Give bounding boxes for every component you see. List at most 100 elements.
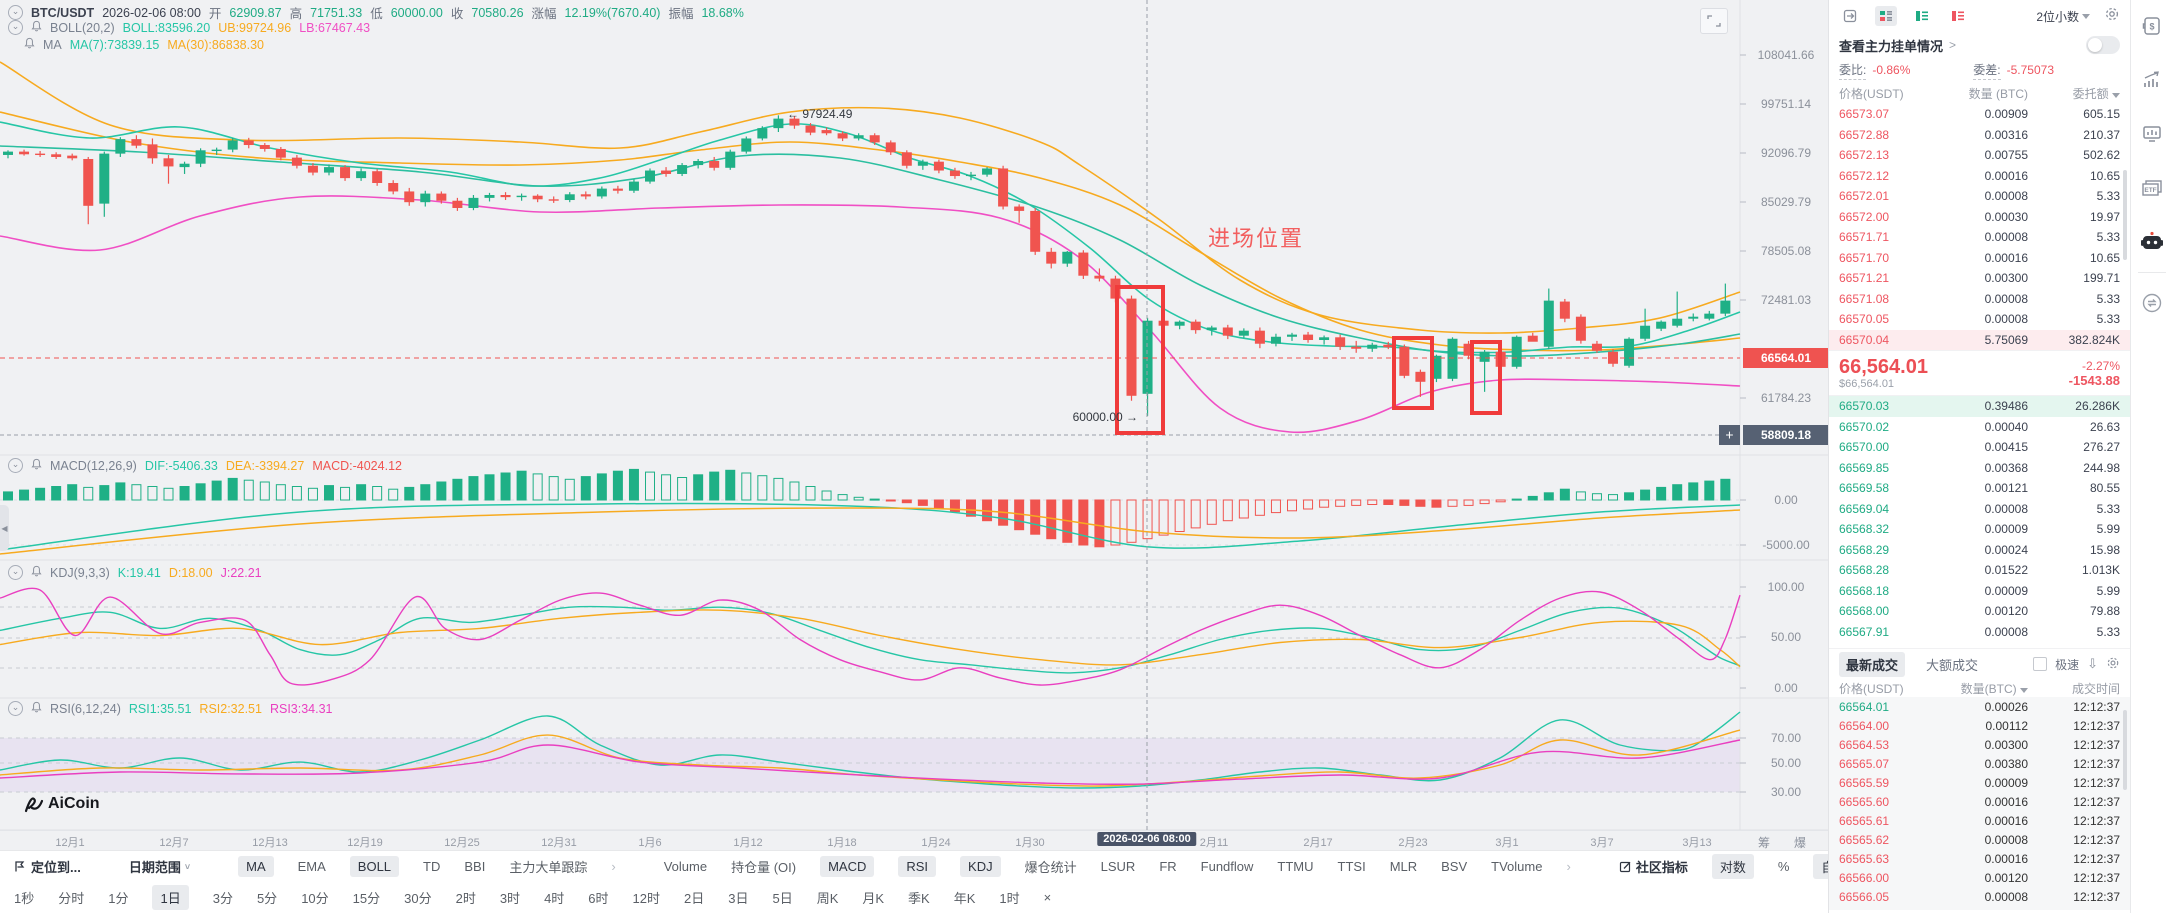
collapse-left-icon[interactable]: ◀ (0, 505, 9, 551)
alert-bell-icon[interactable] (31, 701, 42, 716)
indicator-kdj[interactable]: KDJ (960, 856, 1001, 877)
timeframe-×[interactable]: × (1043, 890, 1052, 905)
ask-row[interactable]: 66572.13 0.00755 502.62 (1839, 148, 2120, 163)
timeframe-1时[interactable]: 1时 (999, 891, 1020, 906)
log-scale-button[interactable]: 对数 (1711, 854, 1754, 879)
trade-row[interactable]: 66565.62 0.00008 12:12:37 (1839, 832, 2120, 847)
trade-filter-icon[interactable]: ⇩ (2087, 656, 2098, 671)
asks-scrollbar[interactable] (2123, 170, 2127, 260)
indicator-rsi[interactable]: RSI (898, 856, 937, 877)
timeframe-2时[interactable]: 2时 (455, 891, 476, 906)
bid-row[interactable]: 66568.00 0.00120 79.88 (1839, 604, 2120, 619)
axis-tool-button[interactable]: 爆 (1794, 836, 1807, 850)
collapse-chevron-icon[interactable]: ⌄ (8, 458, 23, 473)
indicator-bsv[interactable]: BSV (1441, 859, 1468, 874)
gear-icon[interactable] (2104, 6, 2120, 26)
kline-chart[interactable]: ← 97924.49 60000.00 → 进场位置 108041.66 99751.1… (0, 0, 1828, 830)
community-indicators-button[interactable]: 社区指标 (1619, 857, 1688, 876)
bid-row[interactable]: 66568.29 0.00024 15.98 (1839, 542, 2120, 557)
col-qty[interactable]: 数量(BTC) (1927, 680, 2028, 697)
asks-list[interactable]: 66573.07 0.00909 605.15 66572.88 0.00316 210.… (1829, 104, 2130, 350)
bid-row[interactable]: 66568.18 0.00009 5.99 (1839, 583, 2120, 598)
view-main-orders-link[interactable]: 查看主力挂单情况 (1839, 38, 1944, 54)
ask-row[interactable]: 66570.04 5.75069 382.824K (1829, 329, 2130, 350)
indicator-macd[interactable]: MACD (820, 856, 875, 877)
alert-bell-icon[interactable] (24, 37, 35, 52)
ask-row[interactable]: 66573.07 0.00909 605.15 (1839, 107, 2120, 122)
book-bids-icon[interactable] (1911, 6, 1933, 26)
trades-list[interactable]: 66564.01 0.00026 12:12:37 66564.00 0.00112 12… (1829, 697, 2130, 910)
timeframe-15分[interactable]: 15分 (352, 891, 381, 906)
timeframe-3时[interactable]: 3时 (499, 891, 521, 906)
ask-row[interactable]: 66570.05 0.00008 5.33 (1839, 312, 2120, 327)
col-price[interactable]: 价格(USDT) (1839, 681, 1904, 696)
chart-monitor-icon[interactable] (2140, 122, 2164, 146)
bid-row[interactable]: 66569.58 0.00121 80.55 (1839, 481, 2120, 496)
tab-latest-trades[interactable]: 最新成交 (1839, 651, 1906, 677)
trade-row[interactable]: 66566.00 0.00120 12:12:37 (1839, 870, 2120, 885)
bid-row[interactable]: 66570.02 0.00040 26.63 (1839, 419, 2120, 434)
trade-row[interactable]: 66565.07 0.00380 12:12:37 (1839, 756, 2120, 771)
trade-row[interactable]: 66564.53 0.00300 12:12:37 (1839, 737, 2120, 752)
alert-bell-icon[interactable] (31, 458, 42, 473)
timeframe-3分[interactable]: 3分 (212, 891, 233, 906)
swap-icon[interactable] (2140, 291, 2164, 315)
collapse-chevron-icon[interactable]: ⌄ (8, 701, 23, 716)
ask-row[interactable]: 66572.12 0.00016 10.65 (1839, 168, 2120, 183)
trade-row[interactable]: 66565.59 0.00009 12:12:37 (1839, 775, 2120, 790)
trade-row[interactable]: 66565.63 0.00016 12:12:37 (1839, 851, 2120, 866)
timeframe-5分[interactable]: 5分 (256, 891, 278, 906)
bids-list[interactable]: 66570.03 0.39486 26.286K 66570.02 0.00040 26.… (1829, 396, 2130, 646)
collapse-chevron-icon[interactable]: ⌄ (8, 5, 23, 20)
timeframe-10分[interactable]: 10分 (301, 891, 329, 906)
indicator-oi[interactable]: 持仓量 (OI) (731, 860, 797, 875)
alert-bell-icon[interactable] (31, 20, 42, 35)
bid-row[interactable]: 66569.04 0.00008 5.33 (1839, 501, 2120, 516)
ask-row[interactable]: 66571.70 0.00016 10.65 (1839, 250, 2120, 265)
indicator-ttsi[interactable]: TTSI (1337, 859, 1366, 874)
timeframe-周K[interactable]: 周K (816, 891, 839, 906)
indicator-ma[interactable]: MA (238, 856, 274, 877)
fullscreen-icon[interactable] (1700, 8, 1728, 34)
bid-row[interactable]: 66567.91 0.00008 5.33 (1839, 624, 2120, 639)
locate-button[interactable]: 定位到... (14, 857, 81, 876)
timeframe-季K[interactable]: 季K (908, 891, 930, 906)
add-alert-button[interactable] (1719, 425, 1740, 445)
trade-row[interactable]: 66565.60 0.00016 12:12:37 (1839, 794, 2120, 809)
indicator-mlr[interactable]: MLR (1389, 859, 1418, 874)
chart-canvas[interactable]: ← 97924.49 60000.00 → 进场位置 108041.66 99751.1… (0, 0, 1828, 830)
trade-row[interactable]: 66566.05 0.00008 12:12:37 (1839, 889, 2120, 904)
indicator-liquidation[interactable]: 爆仓统计 (1024, 860, 1077, 875)
collapse-chevron-icon[interactable]: ⌄ (8, 20, 23, 35)
decimals-select[interactable]: 2位小数 (2036, 8, 2090, 25)
book-asks-icon[interactable] (1947, 6, 1969, 26)
collapse-chevron-icon[interactable]: ⌄ (8, 565, 23, 580)
timeframe-月K[interactable]: 月K (862, 891, 885, 906)
timeframe-1分[interactable]: 1分 (108, 891, 129, 906)
ask-row[interactable]: 66571.71 0.00008 5.33 (1839, 230, 2120, 245)
tab-large-trades[interactable]: 大额成交 (1926, 657, 1979, 673)
timeframe-4时[interactable]: 4时 (544, 891, 565, 906)
timeframe-1日[interactable]: 1日 (152, 885, 189, 910)
indicator-ema[interactable]: EMA (297, 859, 326, 874)
indicator-ttmu[interactable]: TTMU (1277, 859, 1314, 874)
date-range-button[interactable]: 日期范围 ˅ (128, 860, 191, 875)
indicator-whale-track[interactable]: 主力大单跟踪 (509, 860, 588, 875)
last-price-block[interactable]: 66,564.01 $66,564.01 -2.27% -1543.88 (1829, 350, 2130, 396)
indicator-lsur[interactable]: LSUR (1100, 859, 1136, 874)
bid-row[interactable]: 66570.00 0.00415 276.27 (1839, 440, 2120, 455)
col-price[interactable]: 价格(USDT) (1839, 86, 1904, 101)
ask-row[interactable]: 66571.21 0.00300 199.71 (1839, 271, 2120, 286)
x-axis[interactable]: 12月1 12月7 12月13 12月19 12月25 12月31 1月6 1月12 1月18 1… (0, 830, 1828, 851)
more-indicators-arrow[interactable]: › (1566, 859, 1571, 874)
ask-row[interactable]: 66572.88 0.00316 210.37 (1839, 127, 2120, 142)
fast-mode-checkbox[interactable] (2033, 657, 2048, 671)
timeframe-年K[interactable]: 年K (953, 891, 976, 906)
bid-row[interactable]: 66569.85 0.00368 244.98 (1839, 460, 2120, 475)
indicator-tvolume[interactable]: TVolume (1491, 859, 1543, 874)
indicator-fr[interactable]: FR (1159, 859, 1177, 874)
trade-row[interactable]: 66565.61 0.00016 12:12:37 (1839, 813, 2120, 828)
timeframe-12时[interactable]: 12时 (632, 891, 660, 906)
indicator-fundflow[interactable]: Fundflow (1200, 859, 1254, 874)
indicator-volume[interactable]: Volume (663, 859, 708, 874)
